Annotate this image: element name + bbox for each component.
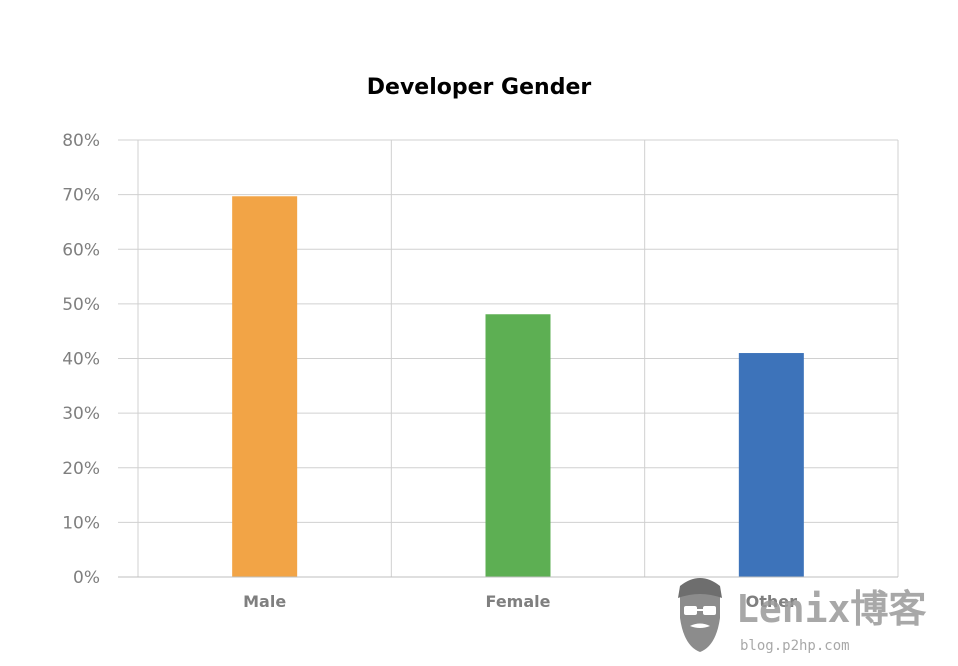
y-tick-label: 50% <box>62 295 100 315</box>
y-axis: 0% 10% 20% 30% 40% 50% 60% 70% 80% <box>62 131 100 588</box>
x-tick-label: Male <box>243 592 286 611</box>
y-tick-label: 10% <box>62 513 100 533</box>
watermark: Lenix博客 blog.p2hp.com <box>678 578 926 654</box>
bars <box>232 196 804 578</box>
y-tick-label: 0% <box>73 568 100 588</box>
x-axis: Male Female Other <box>118 576 898 611</box>
y-tick-label: 80% <box>62 131 100 151</box>
y-tick-label: 60% <box>62 240 100 260</box>
watermark-url: blog.p2hp.com <box>740 638 850 654</box>
y-tick-label: 70% <box>62 186 100 206</box>
y-tick-label: 40% <box>62 350 100 370</box>
y-tick-label: 20% <box>62 459 100 479</box>
x-tick-label: Other <box>746 592 797 611</box>
y-tick-label: 30% <box>62 404 100 424</box>
bar-male <box>232 196 298 578</box>
bearded-face-icon <box>678 578 722 652</box>
chart-title: Developer Gender <box>367 75 592 100</box>
x-tick-label: Female <box>486 592 551 611</box>
bar-other <box>738 353 804 577</box>
watermark-brand: Lenix博客 <box>736 587 926 631</box>
bar-female <box>485 314 551 577</box>
